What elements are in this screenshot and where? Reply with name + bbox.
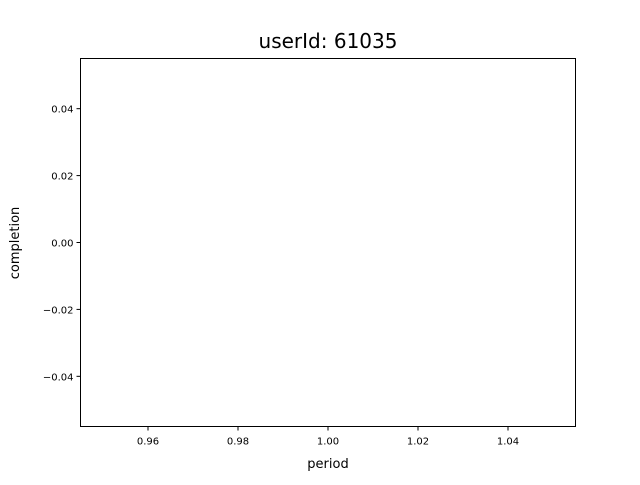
x-tick-label: 1.00 <box>317 437 339 448</box>
plot-area-frame <box>80 58 576 427</box>
x-axis: 0.96 0.98 1.00 1.02 1.04 <box>137 426 519 448</box>
x-tick-label: 1.04 <box>497 437 519 448</box>
chart-title: userId: 61035 <box>259 29 398 53</box>
y-axis: 0.04 0.02 0.00 −0.02 −0.04 <box>43 105 81 383</box>
x-tick-label: 0.98 <box>227 437 249 448</box>
x-tick-label: 0.96 <box>137 437 159 448</box>
y-axis-label: completion <box>8 207 23 280</box>
y-tick-label: 0.04 <box>51 105 73 116</box>
y-tick-label: 0.00 <box>51 239 73 250</box>
y-tick-label: 0.02 <box>51 172 73 183</box>
x-axis-label: period <box>307 457 348 472</box>
y-tick-label: −0.02 <box>43 305 74 316</box>
y-tick-label: −0.04 <box>43 372 74 383</box>
x-tick-label: 1.02 <box>407 437 429 448</box>
